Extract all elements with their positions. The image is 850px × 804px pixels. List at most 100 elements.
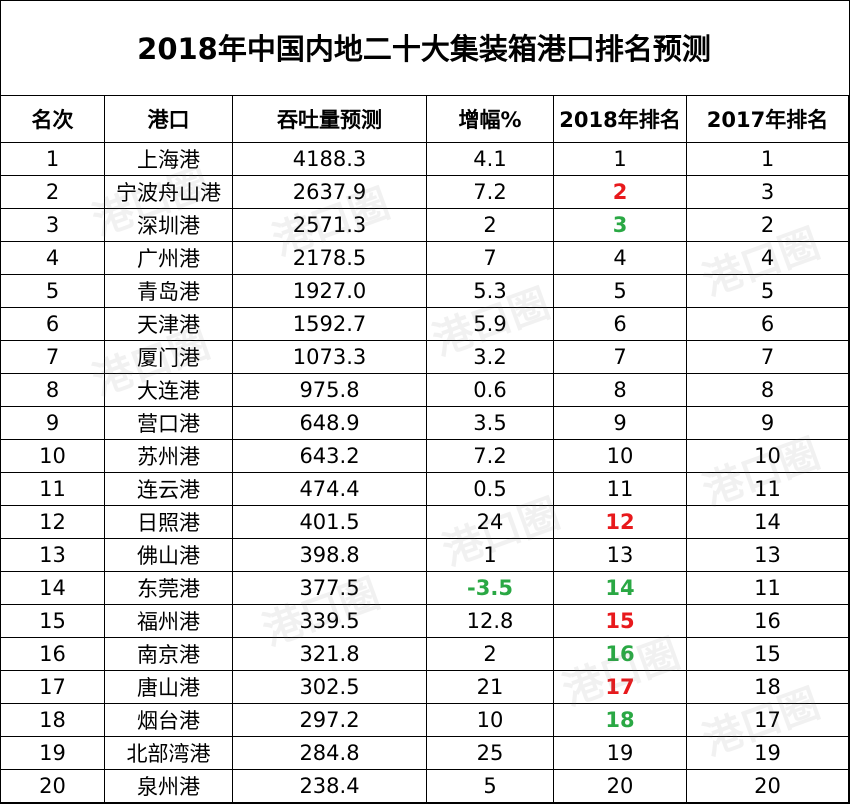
cell-rank-2017: 15 bbox=[686, 637, 849, 671]
cell-rank: 1 bbox=[0, 142, 105, 176]
table-row: 3 深圳港 2571.3 2 3 2 bbox=[0, 208, 849, 242]
cell-volume: 401.5 bbox=[232, 505, 427, 539]
cell-volume: 1927.0 bbox=[232, 274, 427, 308]
cell-rank-2017: 14 bbox=[686, 505, 849, 539]
table-row: 17 唐山港 302.5 21 17 18 bbox=[0, 670, 849, 704]
header-rank: 名次 bbox=[0, 95, 105, 143]
cell-growth: 5.9 bbox=[426, 307, 554, 341]
cell-rank-2017: 19 bbox=[686, 736, 849, 770]
cell-rank-2018: 13 bbox=[553, 538, 687, 572]
table-row: 12 日照港 401.5 24 12 14 bbox=[0, 505, 849, 539]
cell-rank: 2 bbox=[0, 175, 105, 209]
cell-port: 大连港 bbox=[104, 373, 233, 407]
cell-rank-2017: 17 bbox=[686, 703, 849, 737]
cell-rank-2018: 5 bbox=[553, 274, 687, 308]
cell-rank-2017: 7 bbox=[686, 340, 849, 374]
cell-rank: 8 bbox=[0, 373, 105, 407]
cell-growth: 7 bbox=[426, 241, 554, 275]
cell-port: 宁波舟山港 bbox=[104, 175, 233, 209]
cell-rank: 10 bbox=[0, 439, 105, 473]
cell-rank: 13 bbox=[0, 538, 105, 572]
table-row: 19 北部湾港 284.8 25 19 19 bbox=[0, 736, 849, 770]
cell-growth: 10 bbox=[426, 703, 554, 737]
cell-rank-2017: 9 bbox=[686, 406, 849, 440]
cell-volume: 302.5 bbox=[232, 670, 427, 704]
cell-port: 苏州港 bbox=[104, 439, 233, 473]
cell-rank-2017: 20 bbox=[686, 769, 849, 803]
header-volume: 吞吐量预测 bbox=[232, 95, 427, 143]
cell-rank-2018: 12 bbox=[553, 505, 687, 539]
cell-growth: 12.8 bbox=[426, 604, 554, 638]
table-row: 15 福州港 339.5 12.8 15 16 bbox=[0, 604, 849, 638]
cell-volume: 975.8 bbox=[232, 373, 427, 407]
cell-rank-2017: 5 bbox=[686, 274, 849, 308]
cell-rank-2017: 18 bbox=[686, 670, 849, 704]
table-row: 20 泉州港 238.4 5 20 20 bbox=[0, 769, 849, 803]
table-row: 6 天津港 1592.7 5.9 6 6 bbox=[0, 307, 849, 341]
cell-rank-2018: 3 bbox=[553, 208, 687, 242]
cell-growth: 2 bbox=[426, 208, 554, 242]
cell-rank: 3 bbox=[0, 208, 105, 242]
cell-rank-2018: 9 bbox=[553, 406, 687, 440]
cell-port: 上海港 bbox=[104, 142, 233, 176]
cell-volume: 1073.3 bbox=[232, 340, 427, 374]
cell-rank-2017: 16 bbox=[686, 604, 849, 638]
cell-volume: 4188.3 bbox=[232, 142, 427, 176]
header-port: 港口 bbox=[104, 95, 233, 143]
cell-rank: 18 bbox=[0, 703, 105, 737]
cell-port: 广州港 bbox=[104, 241, 233, 275]
table-row: 18 烟台港 297.2 10 18 17 bbox=[0, 703, 849, 737]
cell-rank-2017: 4 bbox=[686, 241, 849, 275]
cell-growth: 4.1 bbox=[426, 142, 554, 176]
cell-port: 青岛港 bbox=[104, 274, 233, 308]
port-ranking-table: 名次 港口 吞吐量预测 增幅% 2018年排名 2017年排名 1 上海港 4188… bbox=[0, 95, 849, 803]
cell-rank: 5 bbox=[0, 274, 105, 308]
cell-rank-2017: 13 bbox=[686, 538, 849, 572]
cell-volume: 339.5 bbox=[232, 604, 427, 638]
cell-volume: 648.9 bbox=[232, 406, 427, 440]
cell-rank-2018: 20 bbox=[553, 769, 687, 803]
cell-port: 东莞港 bbox=[104, 571, 233, 605]
cell-rank-2018: 11 bbox=[553, 472, 687, 506]
cell-volume: 643.2 bbox=[232, 439, 427, 473]
cell-port: 泉州港 bbox=[104, 769, 233, 803]
cell-growth: 5 bbox=[426, 769, 554, 803]
cell-growth: 2 bbox=[426, 637, 554, 671]
cell-rank-2018: 14 bbox=[553, 571, 687, 605]
page-title: 2018年中国内地二十大集装箱港口排名预测 bbox=[137, 32, 711, 66]
header-row: 名次 港口 吞吐量预测 增幅% 2018年排名 2017年排名 bbox=[0, 95, 849, 143]
cell-rank-2018: 1 bbox=[553, 142, 687, 176]
cell-rank-2018: 2 bbox=[553, 175, 687, 209]
cell-port: 深圳港 bbox=[104, 208, 233, 242]
cell-rank: 11 bbox=[0, 472, 105, 506]
cell-volume: 2178.5 bbox=[232, 241, 427, 275]
cell-volume: 297.2 bbox=[232, 703, 427, 737]
cell-rank-2018: 17 bbox=[553, 670, 687, 704]
cell-rank-2017: 2 bbox=[686, 208, 849, 242]
cell-rank-2017: 3 bbox=[686, 175, 849, 209]
cell-volume: 1592.7 bbox=[232, 307, 427, 341]
table-row: 1 上海港 4188.3 4.1 1 1 bbox=[0, 142, 849, 176]
cell-rank: 9 bbox=[0, 406, 105, 440]
cell-rank: 12 bbox=[0, 505, 105, 539]
cell-growth: -3.5 bbox=[426, 571, 554, 605]
cell-rank-2018: 16 bbox=[553, 637, 687, 671]
cell-rank: 17 bbox=[0, 670, 105, 704]
cell-rank: 16 bbox=[0, 637, 105, 671]
cell-rank: 7 bbox=[0, 340, 105, 374]
table-row: 14 东莞港 377.5 -3.5 14 11 bbox=[0, 571, 849, 605]
cell-volume: 377.5 bbox=[232, 571, 427, 605]
cell-volume: 238.4 bbox=[232, 769, 427, 803]
cell-rank: 19 bbox=[0, 736, 105, 770]
cell-port: 北部湾港 bbox=[104, 736, 233, 770]
cell-rank: 4 bbox=[0, 241, 105, 275]
cell-rank: 6 bbox=[0, 307, 105, 341]
table-row: 9 营口港 648.9 3.5 9 9 bbox=[0, 406, 849, 440]
cell-port: 佛山港 bbox=[104, 538, 233, 572]
cell-rank-2018: 4 bbox=[553, 241, 687, 275]
cell-port: 福州港 bbox=[104, 604, 233, 638]
cell-rank-2017: 11 bbox=[686, 571, 849, 605]
table-row: 16 南京港 321.8 2 16 15 bbox=[0, 637, 849, 671]
cell-rank-2017: 8 bbox=[686, 373, 849, 407]
cell-rank: 20 bbox=[0, 769, 105, 803]
